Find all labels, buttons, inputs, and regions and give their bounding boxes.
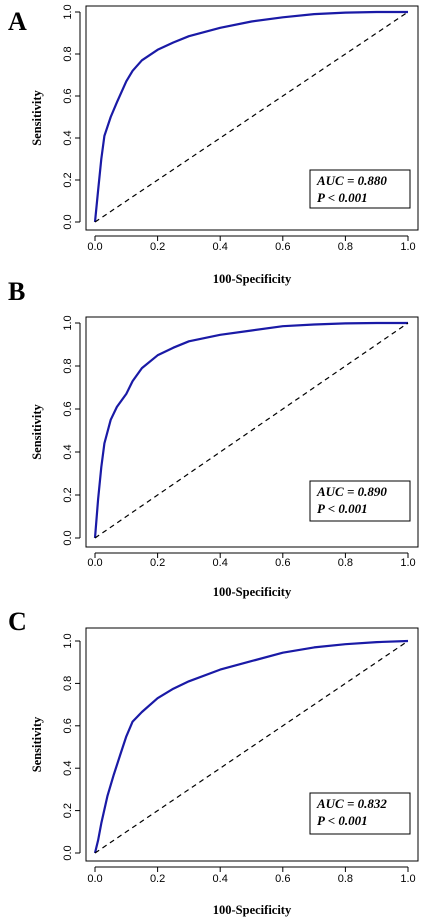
y-tick-label: 0.4 (62, 761, 74, 776)
roc-curve (93, 639, 409, 854)
roc-panel-c: C 0.0 0.2 0.4 0.6 0.8 1.0 0.0 0.2 0.4 0.6 0.8 1.0 100… (8, 607, 419, 917)
x-axis-title: 100-Specificity (213, 272, 292, 286)
roc-curve (93, 10, 408, 223)
plot-frame (85, 5, 419, 231)
p-value-label: P < 0.001 (317, 813, 368, 828)
x-axis-title: 100-Specificity (213, 903, 292, 917)
y-axis-title: Sensitivity (30, 89, 44, 145)
x-tick-label: 0.8 (338, 557, 353, 569)
y-tick-label: 1.0 (62, 4, 74, 19)
roc-panel-b: B 0.0 0.2 0.4 0.6 0.8 1.0 0.0 0.2 0.4 0.6 0.8 1.0 100… (8, 277, 419, 599)
x-tick-label: 0.2 (150, 241, 165, 253)
y-tick-label: 0.0 (62, 845, 74, 860)
x-tick-label: 0.0 (87, 557, 102, 569)
x-tick-label: 1.0 (400, 241, 415, 253)
stats-box (309, 480, 411, 522)
y-tick-label: 0.2 (62, 803, 74, 818)
x-tick-label: 0.6 (275, 557, 290, 569)
x-tick-label: 1.0 (400, 557, 415, 569)
p-value-label: P < 0.001 (317, 190, 368, 205)
panel-label: B (8, 277, 25, 306)
x-tick-label: 0.0 (87, 873, 102, 885)
y-tick-label: 0.0 (62, 530, 74, 545)
auc-label: AUC = 0.890 (316, 484, 387, 499)
y-tick-label: 0.0 (62, 214, 74, 229)
y-tick-label: 0.4 (62, 130, 74, 145)
x-tick-label: 0.4 (213, 241, 228, 253)
x-tick-label: 0.6 (275, 873, 290, 885)
y-tick-label: 0.2 (62, 487, 74, 502)
stats-box (309, 169, 411, 209)
auc-label: AUC = 0.832 (316, 796, 387, 811)
x-tick-label: 0.2 (150, 873, 165, 885)
x-tick-label: 0.8 (338, 873, 353, 885)
y-tick-label: 1.0 (62, 633, 74, 648)
y-tick-label: 0.6 (62, 718, 74, 733)
panel-label: C (8, 607, 27, 636)
panel-label: A (8, 7, 27, 36)
y-tick-label: 0.8 (62, 358, 74, 373)
x-tick-label: 0.8 (338, 241, 353, 253)
y-tick-label: 0.2 (62, 172, 74, 187)
y-tick-label: 0.4 (62, 444, 74, 459)
auc-label: AUC = 0.880 (316, 173, 387, 188)
y-tick-label: 0.8 (62, 46, 74, 61)
x-tick-label: 0.6 (275, 241, 290, 253)
y-tick-label: 1.0 (62, 315, 74, 330)
x-tick-label: 1.0 (400, 873, 415, 885)
x-tick-label: 0.0 (87, 241, 102, 253)
x-tick-label: 0.4 (213, 873, 228, 885)
reference-diagonal-line (94, 322, 409, 539)
p-value-label: P < 0.001 (317, 501, 368, 516)
y-tick-label: 0.6 (62, 88, 74, 103)
y-axis-title: Sensitivity (30, 716, 44, 772)
y-tick-label: 0.8 (62, 676, 74, 691)
y-tick-label: 0.6 (62, 401, 74, 416)
x-tick-label: 0.2 (150, 557, 165, 569)
plot-frame (85, 627, 419, 862)
reference-diagonal-line (94, 640, 409, 854)
roc-curve (93, 321, 408, 539)
x-axis-title: 100-Specificity (213, 585, 292, 599)
x-tick-label: 0.4 (213, 557, 228, 569)
stats-box (309, 792, 411, 835)
y-axis-title: Sensitivity (30, 403, 44, 459)
roc-panel-a: A 0.0 0.2 0.4 0.6 0.8 1.0 0.0 0.2 0.4 0.6 0.8 1.0 100… (8, 4, 419, 286)
plot-frame (85, 316, 419, 548)
